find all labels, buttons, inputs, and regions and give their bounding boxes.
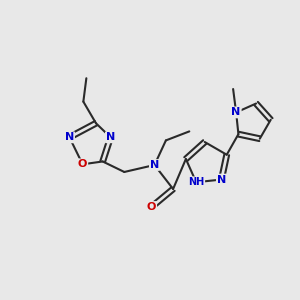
Text: N: N: [65, 132, 74, 142]
Text: N: N: [217, 175, 226, 184]
Text: O: O: [147, 202, 156, 212]
Text: N: N: [150, 160, 159, 170]
Text: O: O: [78, 159, 87, 169]
Text: NH: NH: [188, 177, 204, 187]
Text: N: N: [232, 107, 241, 117]
Text: N: N: [106, 132, 115, 142]
